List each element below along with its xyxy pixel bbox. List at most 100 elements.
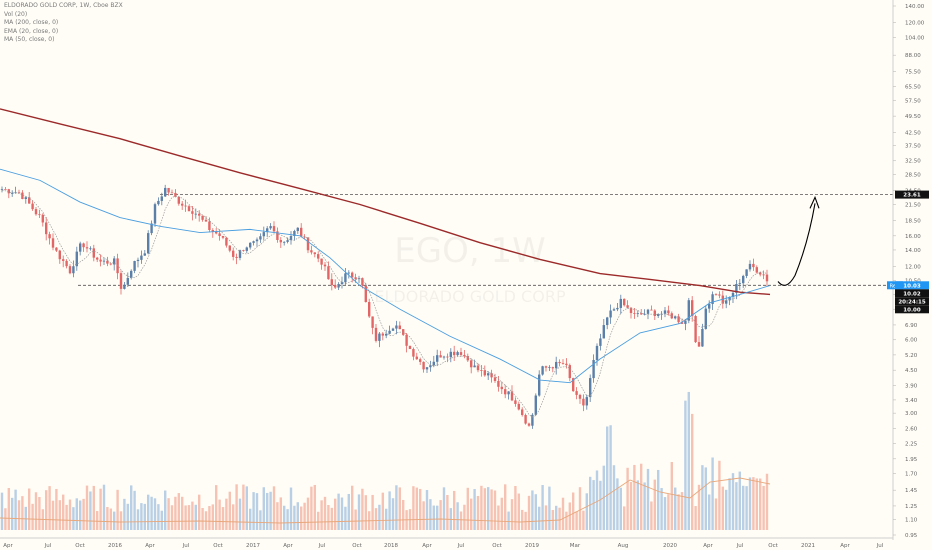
candle-body	[334, 285, 337, 288]
volume-bar	[293, 505, 296, 530]
volume-bar	[572, 492, 575, 530]
volume-bar	[177, 493, 180, 530]
candle-body	[313, 252, 316, 255]
candle-body	[425, 367, 429, 370]
candle-body	[255, 239, 259, 242]
candle-body	[538, 374, 541, 396]
volume-bar	[538, 506, 541, 530]
volume-bar	[296, 502, 299, 530]
candle-body	[405, 334, 408, 346]
volume-bar	[31, 503, 34, 530]
volume-bar	[133, 490, 136, 530]
candle-body	[368, 302, 371, 317]
candle-body	[198, 213, 201, 216]
volume-bar	[439, 500, 442, 530]
volume-bar	[653, 479, 656, 530]
volume-bar	[85, 485, 89, 530]
candle-body	[140, 255, 143, 260]
candle-body	[623, 298, 626, 306]
candle-body	[242, 250, 245, 252]
candle-body	[765, 274, 769, 282]
volume-bar	[721, 486, 724, 530]
volume-bar	[252, 492, 255, 530]
candle-body	[272, 226, 276, 232]
candle-body	[344, 273, 347, 283]
volume-bar	[507, 511, 510, 530]
volume-bar	[102, 484, 106, 530]
time-tick-label: 2020	[663, 543, 677, 549]
candle-body	[330, 279, 333, 286]
volume-bar	[609, 425, 612, 530]
candle-body	[133, 261, 136, 271]
candle-body	[85, 247, 89, 249]
candle-body	[731, 292, 735, 297]
volume-bar	[347, 493, 350, 530]
projection-arrow	[777, 195, 820, 286]
volume-bar	[371, 494, 374, 530]
candle-body	[136, 259, 140, 262]
volume-bar	[286, 509, 289, 530]
candle-body	[75, 251, 78, 267]
candle-body	[337, 284, 340, 288]
volume-bar	[303, 502, 306, 530]
volume-bar	[765, 473, 769, 530]
resistance-price-tag: 23.61	[903, 193, 921, 199]
volume-bar	[718, 460, 721, 530]
candle-body	[684, 320, 687, 324]
candle-body	[79, 243, 82, 252]
candle-body	[725, 300, 728, 304]
volume-bar	[456, 502, 459, 530]
volume-bar	[225, 498, 228, 530]
volume-bar	[463, 504, 466, 530]
legend-vol: Vol (20)	[4, 10, 28, 18]
candle-body	[354, 277, 357, 280]
candle-body	[245, 247, 248, 251]
volume-bar	[619, 487, 622, 530]
volume-bar	[208, 506, 211, 530]
volume-bar	[249, 508, 252, 530]
candle-body	[677, 316, 680, 323]
volume-bar	[150, 496, 153, 530]
candle-body	[340, 282, 344, 285]
volume-bar	[89, 491, 92, 530]
candle-body	[126, 277, 129, 285]
candle-body	[660, 313, 663, 315]
ema20-line	[1, 190, 768, 418]
candle-body	[170, 192, 174, 194]
candle-body	[599, 338, 602, 346]
candle-body	[364, 285, 367, 303]
candle-body	[742, 275, 745, 284]
candle-body	[286, 240, 289, 242]
price-tick-label: 2.25	[905, 442, 918, 448]
candle-body	[293, 231, 296, 236]
candle-body	[480, 370, 483, 371]
volume-bar	[595, 470, 599, 530]
moving-average-lines	[0, 108, 771, 418]
volume-bar	[385, 508, 388, 530]
price-tick-label: 16.00	[905, 234, 921, 240]
level-lines	[78, 194, 893, 286]
volume-bar	[510, 499, 514, 530]
volume-bar	[167, 498, 170, 530]
volume-bar	[174, 496, 177, 530]
volume-bar	[650, 501, 653, 530]
time-tick-label: Apr	[703, 543, 713, 549]
candle-body	[221, 236, 225, 238]
price-tick-label: 21.50	[905, 203, 921, 209]
volume-bar	[204, 511, 208, 530]
candle-body	[555, 361, 558, 369]
volume-bar	[218, 499, 221, 530]
candle-body	[62, 259, 65, 261]
volume-bar	[242, 484, 245, 530]
candle-body	[663, 310, 667, 314]
volume-bar	[266, 492, 269, 530]
volume-bar	[357, 494, 361, 530]
volume-bar	[561, 497, 565, 530]
volume-bar	[480, 485, 483, 530]
candle-body	[252, 241, 255, 243]
time-tick-label: Apr	[283, 543, 293, 549]
candle-body	[181, 203, 184, 206]
time-tick-label: 2016	[108, 543, 122, 549]
price-tick-label: 49.50	[905, 114, 921, 120]
